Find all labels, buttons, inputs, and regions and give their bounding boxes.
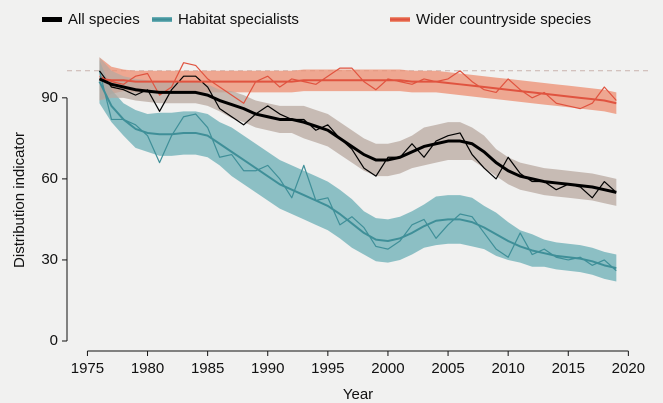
x-tick-label: 1990 [251,360,284,377]
legend-label: Wider countryside species [416,11,591,28]
raw-line [98,70,617,272]
trend-line [99,77,617,105]
x-tick-label: 2000 [371,360,404,377]
y-tick-label: 60 [41,170,58,187]
legend-label: Habitat specialists [178,11,299,28]
x-tick-label: 2010 [491,360,524,377]
x-tick-label: 2015 [552,360,585,377]
x-tick-label: 1995 [311,360,344,377]
confidence-band [99,57,617,115]
raw-line [98,70,617,199]
x-tick-label: 1980 [131,360,164,377]
y-axis-label: Distribution indicator [11,132,28,268]
x-tick-label: 2020 [612,360,645,377]
raw-line [99,62,617,110]
legend-label: All species [68,11,140,28]
x-tick-label: 2005 [431,360,464,377]
y-tick-label: 0 [50,332,58,349]
trend-line [98,81,617,270]
trend-line [98,77,617,194]
y-tick-label: 90 [41,89,58,106]
x-axis-label: Year [343,386,373,403]
x-tick-label: 1985 [191,360,224,377]
x-tick-label: 1975 [71,360,104,377]
y-tick-label: 30 [41,251,58,268]
confidence-band [99,60,617,282]
confidence-band [99,57,617,206]
